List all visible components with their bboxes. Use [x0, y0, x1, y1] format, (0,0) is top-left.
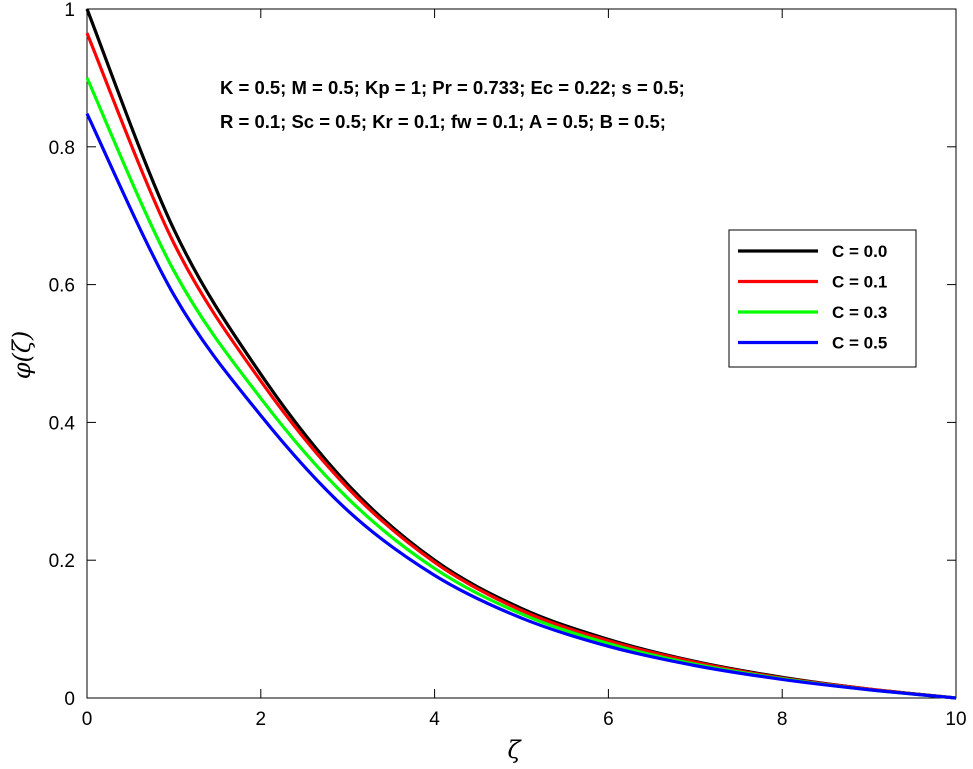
- x-tick-label: 2: [256, 709, 267, 730]
- series-lines: [85, 8, 957, 700]
- x-tick-label: 8: [777, 709, 788, 730]
- x-tick-label: 0: [82, 709, 93, 730]
- legend-label-3: C = 0.5: [832, 334, 887, 353]
- y-axis-label: φ(ζ): [8, 331, 36, 380]
- y-tick-label: 0.8: [49, 138, 75, 159]
- parameter-annotation-line-1: K = 0.5; M = 0.5; Kp = 1; Pr = 0.733; Ec…: [220, 77, 685, 98]
- series-line-3: [85, 113, 957, 700]
- y-tick-label: 1: [64, 0, 75, 21]
- legend-box: [728, 229, 917, 368]
- legend-label-0: C = 0.0: [832, 242, 887, 261]
- legend-label-2: C = 0.3: [832, 303, 887, 322]
- legend: C = 0.0 C = 0.1 C = 0.3 C = 0.5: [728, 229, 917, 368]
- x-tick-label: 6: [603, 709, 614, 730]
- y-tick-label: 0.6: [49, 276, 75, 297]
- x-tick-label: 10: [945, 709, 966, 730]
- tick-labels: 0 2 4 6 8 10 0 0.2 0.4 0.6 0.8 1: [49, 0, 967, 730]
- y-tick-label: 0.4: [49, 413, 76, 434]
- y-tick-label: 0.2: [49, 551, 75, 572]
- legend-label-1: C = 0.1: [832, 273, 887, 292]
- y-tick-label: 0: [64, 689, 75, 710]
- x-axis-label: ζ: [507, 736, 522, 764]
- x-tick-label: 4: [429, 709, 440, 730]
- parameter-annotation-line-2: R = 0.1; Sc = 0.5; Kr = 0.1; fw = 0.1; A…: [220, 111, 666, 132]
